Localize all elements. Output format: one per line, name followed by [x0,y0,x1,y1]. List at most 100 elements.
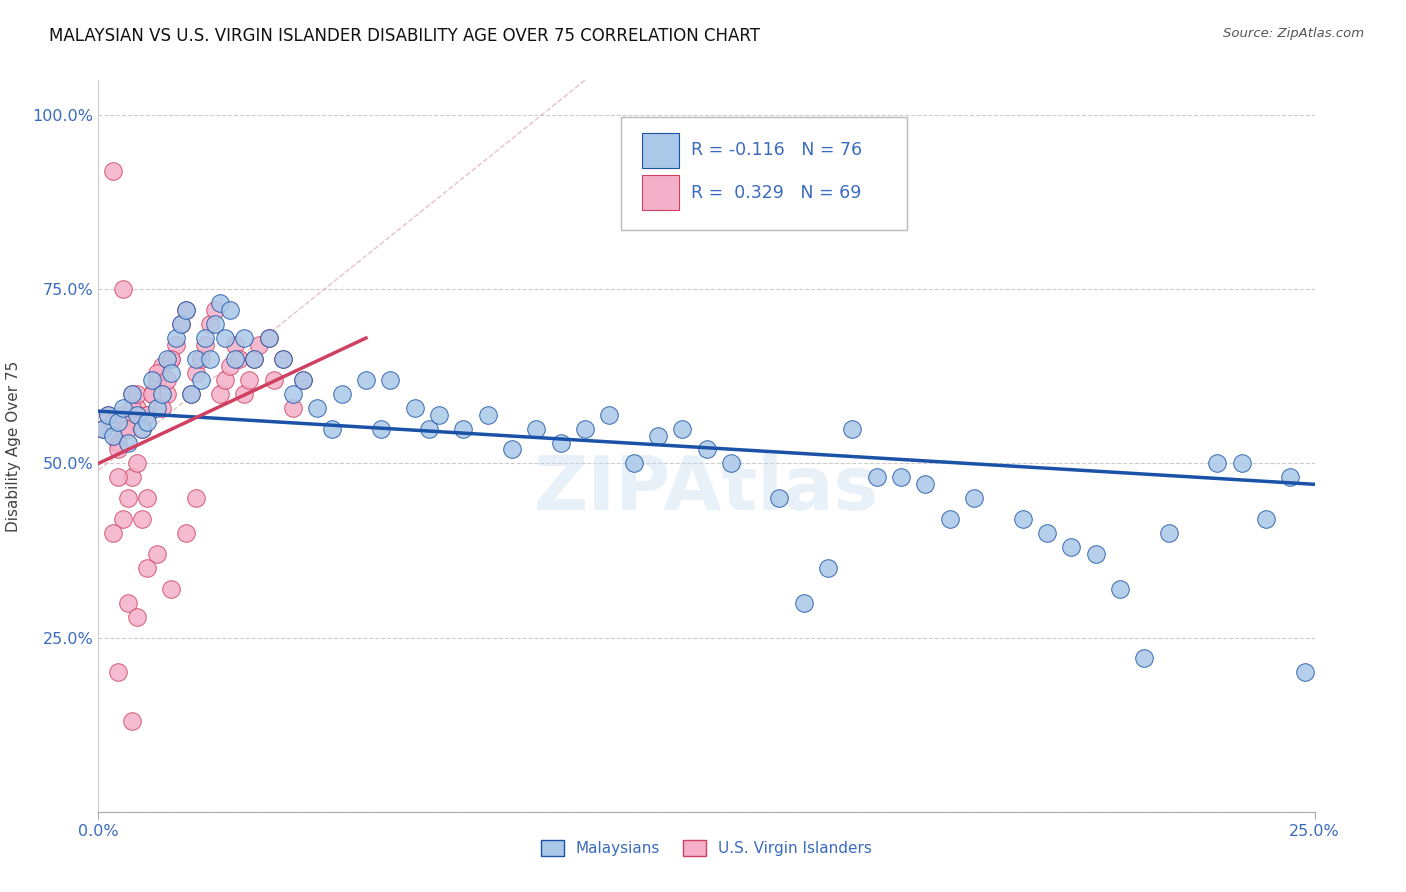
Point [146,401,169,415]
Point [209,296,232,310]
Point [150,359,173,373]
Point [768,491,790,506]
Point [200,351,222,366]
Point [184,351,207,366]
Point [271,351,294,366]
Point [1206,457,1229,471]
Point [117,435,139,450]
Point [914,477,936,491]
Point [330,386,353,401]
Point [180,386,202,401]
Point [194,331,217,345]
Point [146,366,169,380]
Point [146,373,169,387]
Point [121,401,143,415]
Point [107,470,129,484]
Point [218,359,240,373]
Point [1036,526,1059,541]
Point [160,351,183,366]
Point [121,386,143,401]
Point [501,442,523,457]
Point [136,415,159,429]
Point [550,435,572,450]
Point [817,561,839,575]
Point [247,338,270,352]
Point [243,351,266,366]
Point [204,317,226,331]
Point [136,408,159,422]
Point [111,282,134,296]
Point [155,351,177,366]
Point [150,386,173,401]
Point [136,408,159,422]
Point [111,421,134,435]
Point [866,470,889,484]
Point [224,351,246,366]
Point [141,373,163,387]
Point [127,408,149,422]
Point [793,596,815,610]
Point [101,428,124,442]
Point [155,386,177,401]
Point [190,373,212,387]
Point [281,386,304,401]
Point [131,421,153,435]
Point [180,386,202,401]
Point [97,408,120,422]
Point [696,442,718,457]
Point [1109,582,1132,596]
Point [598,408,620,422]
Point [117,596,139,610]
Point [291,373,314,387]
Point [121,386,143,401]
Point [204,303,226,318]
Point [1133,651,1156,665]
Point [477,408,499,422]
Point [136,561,159,575]
Point [117,421,139,435]
Point [1060,540,1083,554]
Point [1279,470,1302,484]
Point [160,582,183,596]
Point [107,415,129,429]
Point [111,401,134,415]
Point [121,470,143,484]
Text: R = -0.116   N = 76: R = -0.116 N = 76 [690,142,862,160]
Point [146,547,169,561]
Point [427,408,450,422]
FancyBboxPatch shape [621,117,907,230]
Point [214,373,236,387]
Point [404,401,426,415]
Point [194,338,217,352]
Point [127,609,149,624]
Point [453,421,475,435]
Point [380,373,402,387]
Point [121,714,143,728]
Point [127,386,149,401]
Point [97,408,120,422]
Point [127,457,149,471]
Point [263,373,285,387]
Point [91,421,114,435]
Point [101,415,124,429]
Legend: Malaysians, U.S. Virgin Islanders: Malaysians, U.S. Virgin Islanders [534,834,879,863]
Point [101,526,124,541]
Point [224,338,246,352]
Point [671,421,693,435]
Point [184,366,207,380]
Point [243,351,266,366]
Point [170,317,193,331]
Point [155,373,177,387]
Text: MALAYSIAN VS U.S. VIRGIN ISLANDER DISABILITY AGE OVER 75 CORRELATION CHART: MALAYSIAN VS U.S. VIRGIN ISLANDER DISABI… [49,27,761,45]
Point [281,401,304,415]
Point [214,331,236,345]
Point [190,351,212,366]
Point [354,373,377,387]
Point [418,421,440,435]
Point [524,421,547,435]
Point [117,491,139,506]
Point [218,303,240,318]
Point [174,526,197,541]
Point [111,408,134,422]
Point [1254,512,1277,526]
